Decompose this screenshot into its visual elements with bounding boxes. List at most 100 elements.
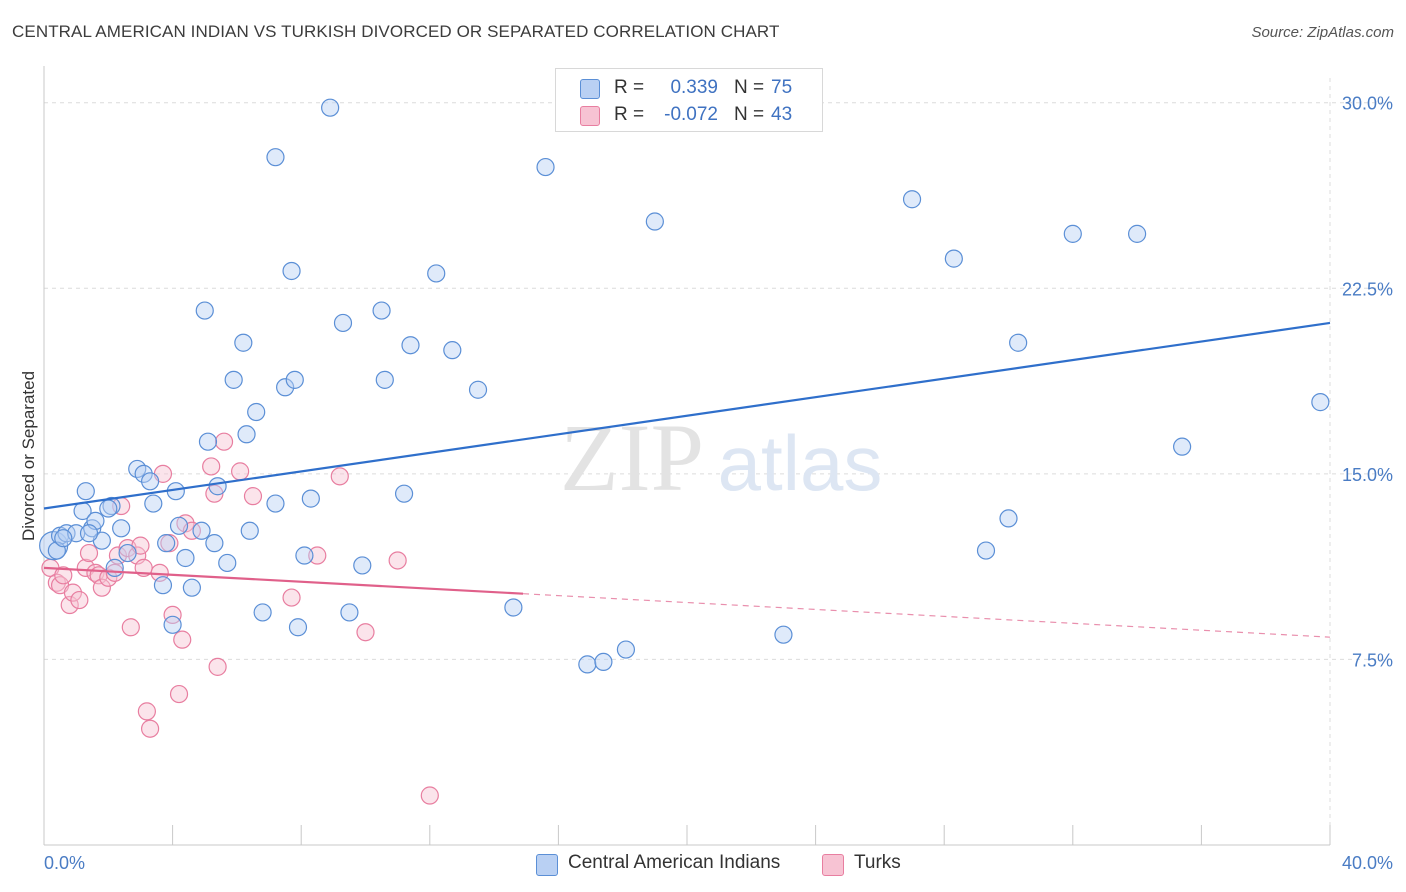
data-point [237,425,256,444]
data-point [163,615,182,634]
data-point [243,487,263,506]
data-point [105,558,124,577]
legend-n-label: N = [734,77,765,98]
data-point [401,336,420,355]
legend-r-label: R = [614,77,645,98]
y-tick-label: 7.5% [1352,650,1393,670]
data-point [140,719,160,738]
source-label: Source: ZipAtlas.com [1251,24,1394,41]
data-point [79,524,99,543]
data-point [99,499,118,518]
data-point [173,630,192,649]
data-point [169,516,189,535]
data-point [253,603,272,622]
trend-lines [43,321,1331,638]
y-tick-label: 22.5% [1342,279,1393,299]
data-point [427,264,446,283]
data-point [70,590,89,610]
data-point [247,402,266,422]
data-point [231,462,250,481]
legend-r-value: -0.072 [664,104,718,125]
legend-r-label: R = [614,104,645,125]
data-point [224,370,243,389]
tick-labels: 7.5% 15.0% 22.5% 30.0% 0.0% 40.0% [44,94,1393,873]
data-point [356,623,375,642]
data-point [92,578,111,597]
data-point [102,496,121,516]
data-point [504,598,523,617]
watermark: ZIP atlas [560,404,882,511]
watermark-atlas: atlas [718,419,883,507]
data-point [1173,437,1192,456]
data-point [944,249,963,268]
data-point [645,212,664,231]
data-point [295,546,314,565]
data-point [163,605,182,625]
data-point [536,157,555,177]
data-point [266,148,285,167]
data-point [282,588,301,607]
bottom-legend-label: Turks [854,852,901,873]
legend-r-value: 0.339 [670,77,718,98]
data-point [353,556,372,575]
x-tick-label: 0.0% [44,853,85,873]
data-point [266,494,285,513]
data-point [192,521,211,540]
data-point [140,472,160,491]
data-point [282,261,301,281]
legend-swatch-blue [580,79,600,99]
bottom-legend-swatch-blue [536,854,558,876]
data-point [205,534,224,553]
data-point [118,543,137,563]
data-point [443,341,462,360]
data-point [1127,224,1147,243]
data-point [285,370,304,389]
axes [43,66,1331,846]
data-point [999,509,1018,528]
data-point [240,521,259,540]
data-point [198,432,218,451]
data-point [308,546,327,565]
data-point [372,301,391,320]
legend-swatch-pink [580,106,600,126]
trend-line-turks [43,566,524,595]
data-point [301,489,320,508]
data-point [176,548,195,568]
data-point [468,380,488,399]
bottom-legend-swatch-pink [822,854,844,876]
legend-n-value: 43 [771,104,793,125]
data-point [157,534,176,553]
legend: R = 0.339 N = 75 R = -0.072 N = 43 [555,68,823,132]
data-point [182,578,201,597]
legend-n-label: N = [734,104,765,125]
data-point [79,543,99,563]
data-point [134,464,153,483]
series-turks-points [41,432,439,805]
data-point [57,524,76,543]
data-point [153,576,173,595]
data-point [976,541,996,560]
data-point [144,494,163,513]
watermark-zip: ZIP [560,404,704,511]
data-point [1009,333,1028,352]
data-point [76,482,95,501]
data-point [1063,224,1082,243]
data-point [774,625,793,644]
data-point [214,432,234,451]
data-point [340,603,359,622]
trend-line-turks-dashed [523,593,1331,638]
data-point [112,519,131,538]
data-point [54,566,73,585]
legend-row-blue: R = 0.339 N = 75 [556,75,822,101]
data-point [202,457,221,476]
y-axis-label: Divorced or Separated [19,371,38,541]
data-point [594,652,613,672]
data-point [218,553,237,573]
y-tick-label: 30.0% [1342,94,1393,114]
data-point [394,484,414,503]
data-point [276,378,295,397]
data-point [321,98,340,117]
data-point [902,190,922,209]
data-point [1311,393,1330,412]
